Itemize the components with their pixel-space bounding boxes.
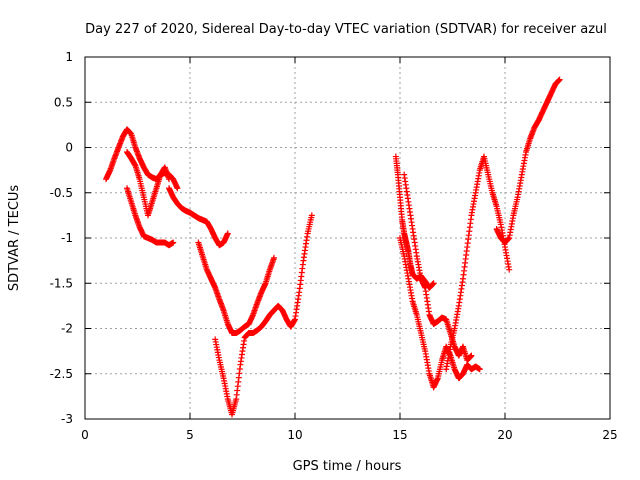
x-tick-label: 20 — [497, 428, 512, 442]
y-tick-label: 0 — [65, 141, 73, 155]
y-tick-label: -1.5 — [50, 276, 73, 290]
series-track-9 — [401, 171, 475, 364]
data-point — [271, 254, 277, 261]
x-axis-label: GPS time / hours — [293, 459, 402, 474]
x-tick-label: 25 — [602, 428, 617, 442]
series-track-4 — [166, 185, 231, 249]
series-track-2 — [124, 149, 172, 219]
data-markers — [103, 76, 563, 418]
chart-title: Day 227 of 2020, Sidereal Day-to-day VTE… — [85, 22, 607, 37]
y-axis-label: SDTVAR / TECUs — [7, 185, 22, 292]
data-point — [170, 239, 177, 246]
data-point — [430, 280, 437, 287]
x-tick-label: 10 — [287, 428, 302, 442]
y-tick-label: -2 — [61, 322, 73, 336]
grid-lines — [85, 57, 610, 419]
data-point — [468, 352, 475, 359]
data-point — [506, 266, 513, 273]
x-axis-ticks: 0 5 10 15 20 25 — [81, 57, 618, 442]
data-point — [556, 76, 563, 83]
data-point — [308, 212, 315, 219]
y-tick-label: 1 — [65, 50, 73, 64]
series-track-7 — [392, 153, 437, 291]
series-track-3 — [124, 185, 177, 249]
data-point — [166, 176, 172, 183]
series-track-8 — [397, 235, 483, 391]
series-track-11 — [493, 76, 563, 246]
series-track-10 — [443, 153, 513, 373]
y-tick-label: -3 — [61, 412, 73, 426]
y-axis-ticks: -3 -2.5 -2 -1.5 -1 -0.5 0 0.5 1 — [50, 50, 610, 426]
series-track-5 — [195, 239, 277, 337]
y-tick-label: 0.5 — [54, 95, 73, 109]
data-point — [476, 366, 483, 373]
data-point — [224, 230, 231, 237]
x-tick-label: 5 — [186, 428, 194, 442]
y-tick-label: -2.5 — [50, 367, 73, 381]
x-tick-label: 15 — [392, 428, 407, 442]
y-tick-label: -0.5 — [50, 186, 73, 200]
series-track-6 — [212, 212, 315, 418]
y-tick-label: -1 — [61, 231, 73, 245]
data-point — [174, 185, 181, 192]
x-tick-label: 0 — [81, 428, 89, 442]
